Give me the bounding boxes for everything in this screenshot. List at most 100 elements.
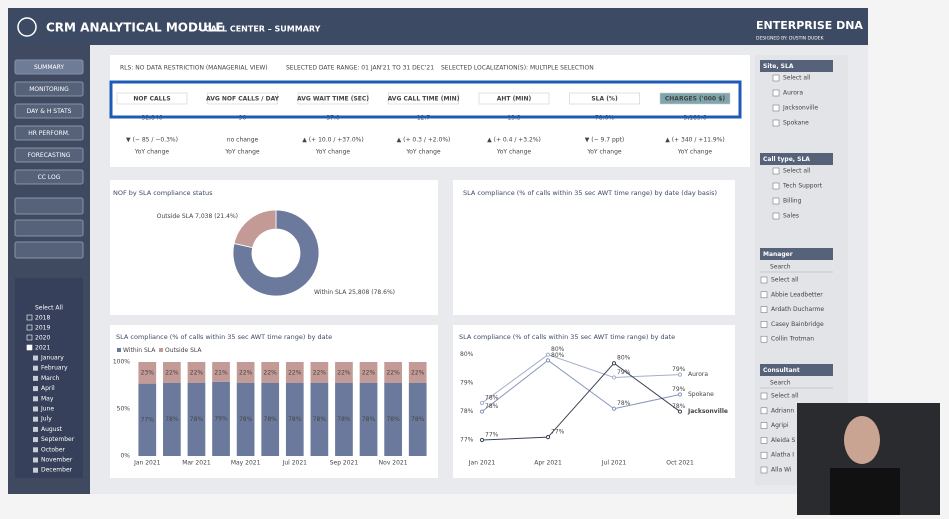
nav-label: CC LOG (38, 174, 61, 181)
nav-button[interactable] (14, 147, 84, 163)
checkbox[interactable] (760, 466, 768, 474)
checkbox[interactable] (760, 407, 768, 415)
bar (187, 362, 206, 383)
line (481, 354, 681, 404)
tree-checkbox[interactable] (33, 365, 38, 371)
y-tick-label: 0% (120, 453, 130, 460)
tree-checkbox[interactable] (33, 447, 38, 453)
nav-label: HR PERFORM. (28, 130, 70, 137)
checkbox[interactable] (772, 182, 780, 190)
nav-button[interactable] (14, 125, 84, 141)
tree-month: November (41, 457, 73, 464)
date-tree-panel (15, 278, 83, 478)
filter-item: Sales (783, 213, 799, 220)
filter-item: Aurora (783, 90, 803, 97)
filter-search: Search (770, 380, 791, 387)
tree-checkbox[interactable] (26, 334, 33, 341)
bar-label: 78% (165, 416, 179, 423)
checkbox[interactable] (760, 321, 768, 328)
user-icon (17, 17, 37, 37)
checkbox[interactable] (760, 422, 768, 429)
y-tick-label: 80% (460, 351, 474, 358)
x-tick-label: Apr 2021 (534, 460, 562, 467)
tree-month: May (41, 395, 54, 402)
line-point (479, 400, 485, 406)
checkbox[interactable] (760, 291, 768, 299)
bar (408, 382, 427, 456)
checkbox[interactable] (760, 392, 768, 400)
checkbox[interactable] (772, 74, 780, 82)
line-point (677, 409, 683, 414)
kpi-label-box (297, 92, 369, 105)
bar (384, 382, 402, 456)
point-label: 78% (485, 395, 499, 402)
filter-title: Manager (763, 251, 793, 258)
tree-checkbox[interactable] (33, 386, 38, 392)
line-point (479, 409, 485, 414)
tree-month: July (40, 416, 52, 423)
filter-item: Select all (783, 75, 811, 82)
point-label: 79% (672, 386, 686, 393)
tree-select-all: Select All (35, 305, 63, 312)
y-tick-label: 100% (113, 359, 130, 366)
nav-button[interactable] (14, 81, 84, 97)
tree-checkbox[interactable] (33, 416, 38, 422)
tree-checkbox[interactable] (26, 324, 33, 331)
donut-label-part: (78.6%) (371, 289, 395, 296)
legend-swatch (159, 348, 163, 352)
back-button[interactable] (14, 219, 84, 237)
nav-button[interactable] (14, 169, 84, 185)
daily-panel (453, 180, 735, 315)
tree-checkbox[interactable] (33, 406, 38, 412)
checkbox[interactable] (772, 212, 780, 220)
tree-year: 2020 (35, 335, 50, 342)
filter-header (760, 60, 833, 72)
tree-month: June (40, 406, 54, 413)
nav-button[interactable] (14, 103, 84, 119)
filter-header (760, 153, 833, 165)
bar (285, 382, 304, 456)
point-label: 80% (551, 346, 565, 353)
tree-checkbox[interactable] (33, 467, 38, 473)
tree-checkbox[interactable] (33, 426, 38, 432)
highlight-box (109, 80, 742, 119)
refresh-button[interactable] (14, 197, 84, 215)
checkbox[interactable] (760, 437, 768, 444)
tree-checkbox[interactable] (26, 344, 33, 351)
tree-checkbox[interactable] (33, 355, 38, 361)
header-title: CRM ANALYTICAL MODULE (46, 21, 224, 35)
checkbox[interactable] (760, 276, 768, 284)
checkbox[interactable] (760, 335, 768, 343)
checkbox[interactable] (772, 119, 780, 127)
checkbox[interactable] (772, 197, 780, 205)
nav-button[interactable] (14, 59, 84, 75)
tree-checkbox[interactable] (33, 437, 38, 443)
kpi-label: AVG NOF CALLS / DAY (206, 96, 280, 103)
donut-label-part: Outside SLA (157, 213, 194, 220)
line-point (611, 406, 617, 411)
bar (163, 362, 181, 383)
bar (261, 362, 280, 383)
tree-checkbox[interactable] (26, 314, 33, 321)
tree-month: September (41, 436, 75, 443)
kpi-label: AHT (MIN) (497, 96, 532, 103)
checkbox[interactable] (760, 306, 768, 313)
filter-title: Site, SLA (763, 63, 794, 70)
tree-checkbox[interactable] (33, 396, 38, 402)
checkbox[interactable] (772, 89, 780, 97)
legend-swatch (117, 348, 121, 352)
checkbox[interactable] (772, 167, 780, 175)
bar-label: 22% (386, 370, 400, 377)
checkbox[interactable] (760, 451, 768, 459)
donut-slice (232, 209, 320, 297)
checkbox[interactable] (772, 104, 780, 112)
kpi-note: YoY change (586, 149, 622, 156)
x-tick-label: Mar 2021 (182, 460, 211, 467)
x-tick-label: Sep 2021 (330, 460, 359, 467)
bar (261, 382, 280, 456)
tree-checkbox[interactable] (33, 375, 38, 381)
tree-checkbox[interactable] (33, 457, 38, 463)
home-button[interactable] (14, 241, 84, 259)
filter-item: Alatha I (771, 452, 794, 459)
